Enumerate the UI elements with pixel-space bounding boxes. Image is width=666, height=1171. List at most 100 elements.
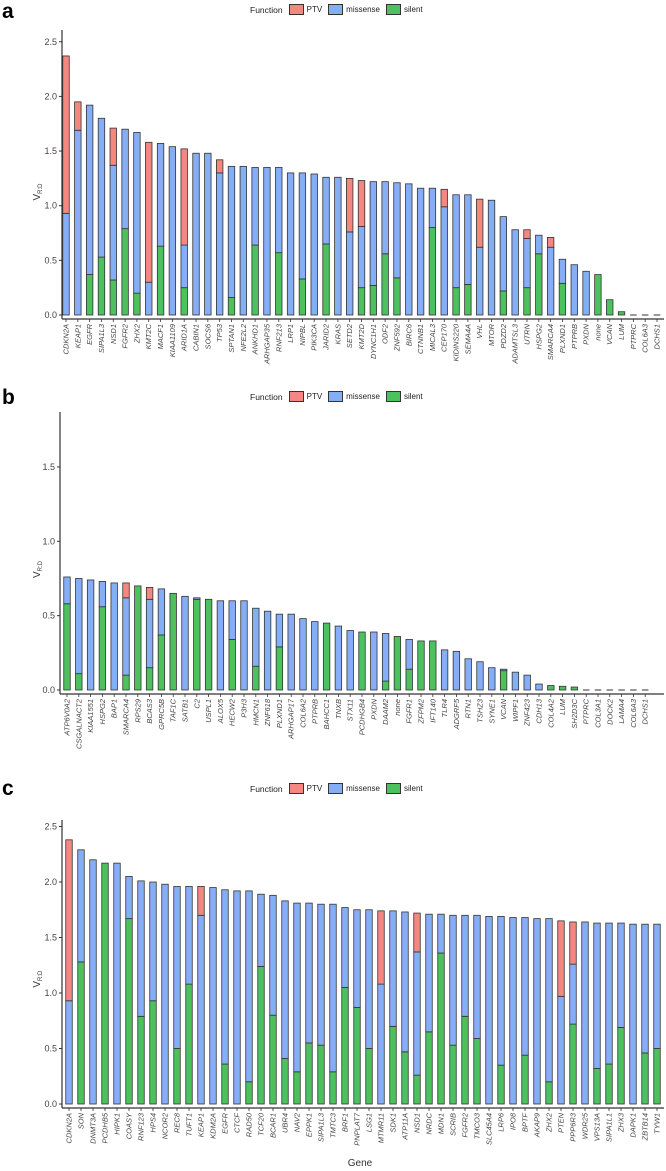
bar-segment-ptv	[145, 586, 154, 600]
bar-segment-missense	[311, 621, 319, 691]
bar-segment-silent	[281, 1058, 289, 1105]
x-tick-label: SMARCA4	[546, 324, 555, 360]
x-tick-label: SMARCA4	[122, 699, 131, 735]
bar-segment-silent	[461, 1015, 469, 1105]
x-tick-label: WIPF1	[511, 699, 520, 722]
x-tick-label: NCOR2	[161, 1112, 170, 1139]
legend-label-silent: silent	[403, 392, 423, 401]
x-tick-label: BCAS3	[145, 698, 154, 723]
legend-label-missense: missense	[346, 5, 380, 14]
x-tick-label: TCF20	[257, 1112, 266, 1136]
bar-segment-silent	[369, 285, 377, 316]
x-tick-label: VHL	[475, 324, 484, 339]
bar-segment-missense	[370, 631, 378, 691]
x-tick-label: KEAP1	[73, 324, 82, 348]
x-tick-label: TSHZ3	[476, 698, 485, 723]
bar-segment-missense	[487, 199, 496, 316]
bar-segment-silent	[499, 670, 508, 691]
legend-swatch-ptv	[288, 391, 304, 402]
x-tick-label: CDKN2A	[62, 324, 71, 354]
x-tick-label: none	[593, 324, 602, 341]
x-tick-label: EPPK1	[305, 1113, 314, 1137]
x-tick-label: PTEN	[557, 1112, 566, 1133]
bar-segment-missense	[535, 234, 543, 255]
x-tick-label: SON	[77, 1112, 86, 1129]
chart-panel-a: 0.0 0.5 1.0 1.5 2.0 2.5 VR:D CDKN2A KEAP1 EGFR SIP…	[32, 30, 664, 365]
y-tick-label: 0.0	[42, 685, 55, 695]
bar-segment-silent	[558, 282, 567, 316]
x-tick-label: REC8	[173, 1112, 182, 1133]
x-tick-label: COL3A1	[594, 699, 603, 728]
x-tick-label: ADAMTSL3	[511, 323, 520, 364]
x-tick-label: ARID1A	[180, 324, 189, 352]
bar-segment-missense	[425, 913, 433, 1033]
bar-segment-missense	[416, 187, 425, 316]
x-tick-label: PPP6R3	[569, 1112, 578, 1142]
y-tick-label: 1.0	[44, 201, 57, 211]
x-tick-label: CTNNB1	[416, 324, 425, 354]
x-tick-label: SDK1	[389, 1113, 398, 1133]
x-tick-label: NIPBL	[298, 324, 307, 346]
y-tick-label: 1.5	[42, 462, 55, 472]
bar-segment-missense	[535, 683, 543, 691]
bar-segment-ptv	[413, 912, 421, 953]
x-tick-label: TMTC3	[329, 1112, 338, 1138]
bar-segment-ptv	[145, 141, 153, 283]
chart-panel-b: 0.0 0.5 1.0 1.5 VR:D ATP6V0A2 CSGALNACT2 KIAA15…	[32, 412, 664, 749]
chart-panel-c: 0.0 0.5 1.0 1.5 2.0 2.5 VR:D CDKN2A SON DNMT3A PCD…	[32, 820, 664, 1169]
bar-segment-missense	[582, 270, 590, 316]
bar-segment-silent	[605, 1063, 613, 1105]
legend-label-ptv: PTV	[306, 392, 323, 401]
x-tick-label: LRP1	[286, 324, 295, 343]
x-tick-label: RAD50	[245, 1112, 254, 1137]
x-tick-label: HMCN1	[251, 699, 260, 726]
bar-segment-missense	[437, 913, 445, 954]
bar-segment-ptv	[546, 236, 555, 248]
x-tick-label: CDKN2A	[65, 1113, 74, 1143]
y-tick-label: 1.5	[44, 146, 57, 156]
bar-segment-silent	[275, 252, 283, 316]
x-tick-label: PLXND1	[558, 324, 567, 353]
x-tick-label: MTMR11	[377, 1113, 386, 1143]
bar-segment-silent	[365, 1048, 373, 1105]
x-tick-label: BIRC6	[404, 323, 413, 346]
bar-segment-silent	[157, 634, 166, 691]
x-tick-label: KIAA1109	[168, 323, 177, 357]
bar-segment-missense	[511, 671, 520, 691]
x-tick-label: PDZD2	[499, 323, 508, 348]
x-tick-label: PCDHB5	[101, 1112, 110, 1143]
bar-segment-silent	[329, 1071, 337, 1105]
bar-segment-silent	[98, 606, 107, 691]
y-tick-label: 2.0	[44, 877, 57, 887]
bar-segment-silent	[593, 1068, 601, 1105]
x-tick-label: KDM2A	[209, 1113, 218, 1139]
bar-segment-missense	[546, 246, 555, 316]
bar-segment-missense	[369, 181, 377, 286]
bar-segment-missense	[204, 152, 212, 316]
x-tick-label: DCHS1	[653, 324, 662, 349]
x-tick-label: SIPA1L3	[317, 1112, 326, 1142]
bar-segment-missense	[298, 172, 307, 280]
bar-segment-silent	[305, 1042, 313, 1105]
y-tick-label: 2.5	[44, 822, 57, 832]
bar-segment-missense	[133, 132, 141, 294]
bar-segment-silent	[341, 987, 349, 1105]
x-tick-label: TP53	[215, 323, 224, 342]
bar-segment-missense	[245, 890, 253, 1083]
bar-segment-missense	[329, 903, 337, 1073]
bar-segment-missense	[209, 887, 217, 1105]
x-tick-label: BRF1	[341, 1113, 350, 1132]
x-tick-label: P3H3	[240, 698, 249, 718]
bar-segment-missense	[227, 165, 236, 298]
x-tick-label: DCHS1	[641, 699, 650, 724]
x-tick-label: IFT140	[428, 698, 437, 723]
bar-segment-missense	[77, 849, 85, 963]
bar-segment-missense	[428, 187, 437, 228]
bar-segment-missense	[449, 914, 457, 1046]
bar-segment-missense	[239, 165, 247, 316]
bar-segment-missense	[63, 576, 71, 605]
x-tick-label: PCDHGB4	[358, 699, 367, 735]
bar-segment-missense	[113, 862, 121, 1105]
bar-segment-missense	[521, 917, 529, 1056]
x-tick-label: HECW2	[228, 698, 237, 726]
